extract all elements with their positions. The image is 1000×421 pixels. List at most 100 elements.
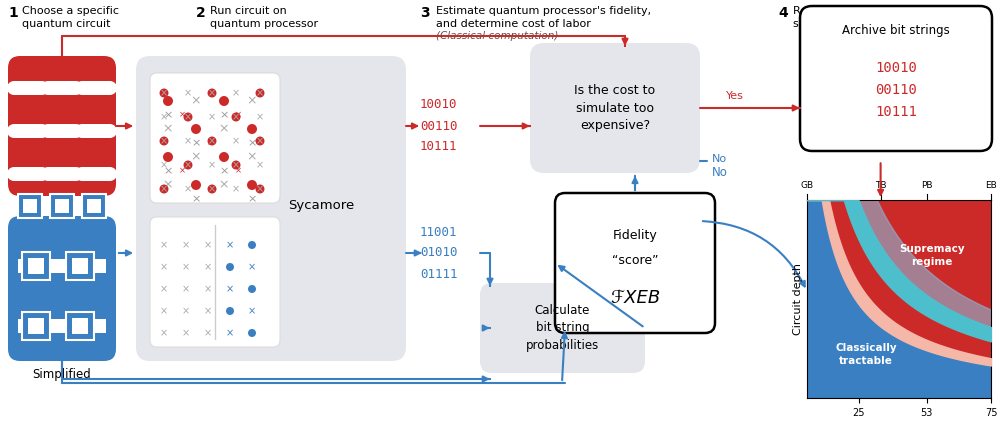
Text: ×: × (247, 94, 257, 107)
Text: ×: × (232, 112, 240, 122)
FancyBboxPatch shape (136, 56, 406, 361)
FancyBboxPatch shape (8, 56, 116, 196)
Text: ×: × (208, 184, 216, 194)
Text: ×: × (232, 184, 240, 194)
FancyBboxPatch shape (800, 6, 992, 151)
Circle shape (7, 124, 21, 138)
Text: Calculate
bit string
probabilities: Calculate bit string probabilities (526, 304, 599, 352)
FancyBboxPatch shape (480, 283, 645, 373)
Circle shape (191, 124, 201, 134)
Text: ×: × (256, 160, 264, 170)
Text: 11001
01010
01111: 11001 01010 01111 (420, 226, 458, 280)
Circle shape (248, 241, 256, 249)
Text: 1: 1 (8, 6, 18, 20)
Circle shape (256, 136, 264, 146)
Text: ×: × (184, 88, 192, 98)
Text: 4: 4 (778, 6, 788, 20)
Text: ×: × (208, 136, 216, 146)
Circle shape (184, 160, 192, 170)
Circle shape (219, 96, 229, 106)
Bar (14, 124, 42, 138)
Text: Simplified: Simplified (33, 368, 91, 381)
Circle shape (103, 81, 117, 95)
Text: ×: × (191, 150, 201, 163)
Bar (87, 199, 101, 213)
Text: ×: × (191, 138, 201, 148)
Circle shape (75, 81, 89, 95)
Text: ×: × (248, 328, 256, 338)
Text: Archive bit strings: Archive bit strings (842, 24, 950, 37)
Circle shape (232, 160, 240, 170)
Bar (48, 81, 76, 95)
Circle shape (208, 184, 216, 194)
Circle shape (226, 307, 234, 315)
Text: ×: × (184, 184, 192, 194)
Circle shape (256, 184, 264, 194)
Text: ×: × (248, 284, 256, 294)
Circle shape (208, 88, 216, 98)
Bar (14, 167, 42, 181)
Text: ×: × (163, 110, 173, 120)
Text: Supremacy
regime: Supremacy regime (899, 244, 965, 267)
Text: 10010
00110
10111: 10010 00110 10111 (420, 99, 458, 154)
Text: ×: × (247, 138, 257, 148)
Text: ×: × (204, 328, 212, 338)
Text: ×: × (247, 194, 257, 204)
Text: Yes: Yes (726, 91, 744, 101)
Text: (Classical computation): (Classical computation) (436, 31, 558, 41)
Text: ×: × (232, 136, 240, 146)
Circle shape (219, 152, 229, 162)
Text: ×: × (256, 112, 264, 122)
Circle shape (69, 124, 83, 138)
Y-axis label: Circuit depth: Circuit depth (793, 263, 803, 335)
Circle shape (160, 184, 168, 194)
Text: ×: × (182, 240, 190, 250)
Circle shape (35, 167, 49, 181)
Text: ×: × (160, 306, 168, 316)
Text: ×: × (182, 262, 190, 272)
Text: Estimate quantum processor's fidelity,
and determine cost of labor: Estimate quantum processor's fidelity, a… (436, 6, 651, 29)
Bar (18, 199, 106, 213)
Bar (22, 312, 50, 340)
Text: Sycamore: Sycamore (288, 200, 354, 213)
Bar (48, 167, 76, 181)
Circle shape (103, 167, 117, 181)
Text: ×: × (234, 166, 242, 176)
Circle shape (232, 112, 240, 122)
Bar (82, 124, 110, 138)
Text: ×: × (248, 240, 256, 250)
Text: 2: 2 (196, 6, 206, 20)
Text: ×: × (184, 160, 192, 170)
Text: ×: × (178, 166, 186, 176)
Circle shape (208, 136, 216, 146)
Bar (55, 199, 69, 213)
Text: TB: TB (875, 181, 886, 190)
Bar (72, 318, 88, 334)
Circle shape (191, 180, 201, 190)
Text: GB: GB (800, 181, 814, 190)
Text: ×: × (178, 110, 186, 120)
Text: No: No (712, 154, 727, 164)
Text: Hard: Hard (48, 203, 76, 216)
Text: Choose a specific
quantum circuit: Choose a specific quantum circuit (22, 6, 119, 29)
Text: ×: × (248, 262, 256, 272)
Circle shape (7, 167, 21, 181)
Text: ×: × (226, 328, 234, 338)
Text: ×: × (191, 194, 201, 204)
Circle shape (41, 124, 55, 138)
Text: Is the cost to
simulate too
expensive?: Is the cost to simulate too expensive? (574, 83, 656, 133)
Text: ×: × (208, 160, 216, 170)
Circle shape (226, 263, 234, 271)
Text: Fidelity: Fidelity (613, 229, 657, 242)
Bar (82, 167, 110, 181)
Text: ×: × (226, 284, 234, 294)
Text: ×: × (160, 328, 168, 338)
Text: ×: × (219, 123, 229, 136)
FancyBboxPatch shape (150, 73, 280, 203)
Text: ×: × (160, 88, 168, 98)
Text: ×: × (184, 112, 192, 122)
Bar (22, 252, 50, 280)
Text: ×: × (160, 160, 168, 170)
Text: ×: × (208, 88, 216, 98)
Text: No: No (712, 166, 728, 179)
